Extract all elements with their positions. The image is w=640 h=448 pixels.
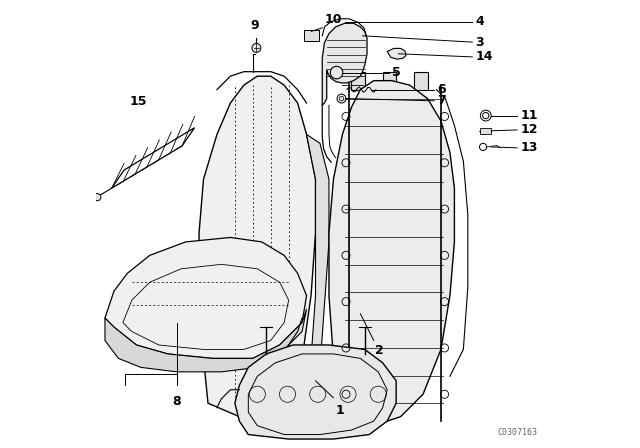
Text: 7: 7 <box>437 94 446 108</box>
FancyBboxPatch shape <box>414 72 428 90</box>
Polygon shape <box>387 48 406 59</box>
Circle shape <box>330 66 343 79</box>
Text: 5: 5 <box>392 66 401 79</box>
FancyBboxPatch shape <box>304 30 319 41</box>
Circle shape <box>252 43 261 52</box>
Text: 13: 13 <box>520 141 538 155</box>
Text: C0307163: C0307163 <box>497 428 538 437</box>
Polygon shape <box>329 81 454 426</box>
Text: 12: 12 <box>520 123 538 137</box>
Circle shape <box>337 94 346 103</box>
Text: 10: 10 <box>324 13 342 26</box>
FancyBboxPatch shape <box>351 72 365 90</box>
Text: 1: 1 <box>336 404 344 417</box>
Polygon shape <box>235 345 396 439</box>
Text: 4: 4 <box>476 15 484 28</box>
Polygon shape <box>323 23 367 105</box>
Polygon shape <box>307 134 329 367</box>
Text: 11: 11 <box>520 109 538 122</box>
Text: 2: 2 <box>375 344 384 357</box>
Polygon shape <box>105 237 307 358</box>
Text: 3: 3 <box>476 35 484 49</box>
Text: 15: 15 <box>130 95 147 108</box>
Text: 8: 8 <box>172 395 181 408</box>
Text: 14: 14 <box>476 50 493 64</box>
FancyBboxPatch shape <box>480 128 491 134</box>
Circle shape <box>94 194 101 201</box>
Text: 9: 9 <box>251 19 259 32</box>
Polygon shape <box>199 76 316 417</box>
Text: 6: 6 <box>437 83 446 96</box>
Polygon shape <box>105 309 307 372</box>
FancyBboxPatch shape <box>383 72 396 90</box>
